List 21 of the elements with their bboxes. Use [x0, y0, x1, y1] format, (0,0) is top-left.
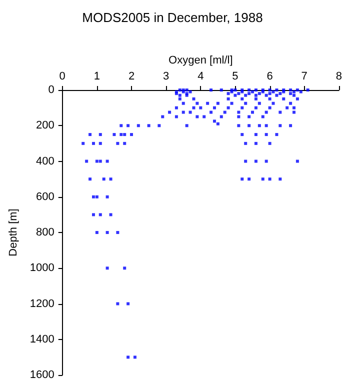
- x-tick-label: 7: [301, 70, 308, 82]
- y-tick-label: 1400: [30, 333, 54, 346]
- y-tick-label: 1000: [30, 262, 54, 274]
- y-tick-label: 400: [36, 155, 54, 168]
- chart-title: MODS2005 in December, 1988: [82, 10, 263, 25]
- x-tick-label: 2: [128, 70, 135, 82]
- y-tick-label: 0: [48, 84, 54, 96]
- x-tick-label: 8: [336, 70, 342, 82]
- x-tick-label: 4: [198, 70, 204, 82]
- x-tick-label: 6: [266, 70, 273, 82]
- y-tick-label: 1600: [30, 369, 54, 381]
- x-tick-label: 1: [94, 70, 100, 82]
- y-tick-label: 200: [36, 120, 54, 132]
- x-tick-label: 3: [163, 70, 170, 82]
- x-axis-title: Oxygen [ml/l]: [168, 54, 233, 66]
- x-tick-label: 0: [59, 70, 66, 82]
- y-axis-title: Depth [m]: [8, 208, 20, 256]
- x-tick-label: 5: [232, 70, 238, 82]
- y-tick-label: 1200: [30, 298, 54, 310]
- y-tick-label: 800: [36, 226, 54, 238]
- y-tick-label: 600: [36, 190, 54, 203]
